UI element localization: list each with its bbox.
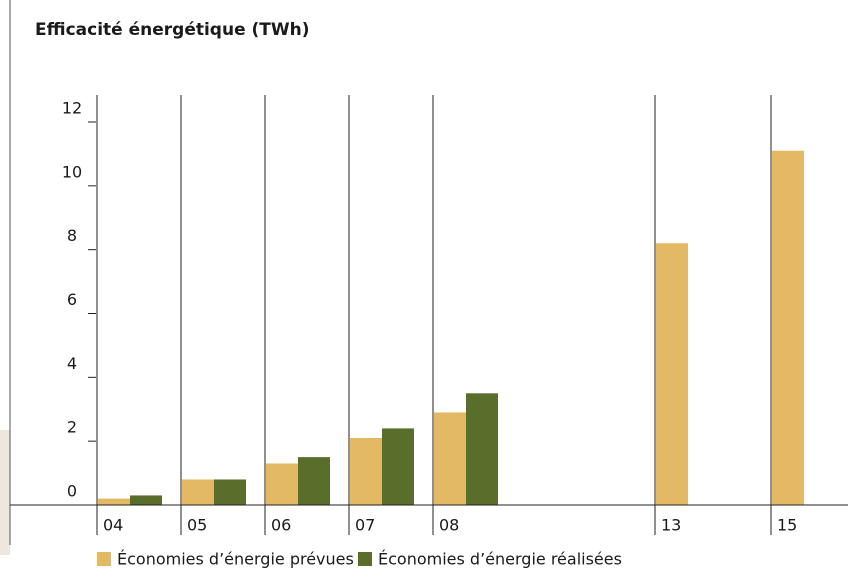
- bar: [772, 150, 804, 505]
- decoration: [0, 430, 10, 555]
- x-tick-label: 07: [355, 516, 375, 535]
- bar: [214, 479, 246, 505]
- bar: [382, 428, 414, 505]
- y-tick-label: 12: [62, 99, 82, 118]
- legend-label: Économies d’énergie prévues: [117, 550, 354, 569]
- x-tick-label: 05: [187, 516, 207, 535]
- x-tick-label: 06: [271, 516, 291, 535]
- bar: [130, 495, 162, 505]
- bar: [98, 498, 130, 505]
- x-tick-label: 15: [777, 516, 797, 535]
- y-tick-label: 8: [67, 226, 77, 245]
- y-tick-label: 10: [62, 162, 82, 181]
- bar: [350, 437, 382, 505]
- legend-swatch: [358, 552, 372, 566]
- bar: [656, 243, 688, 506]
- legend-swatch: [97, 552, 111, 566]
- y-tick-label: 4: [67, 354, 77, 373]
- bar: [434, 412, 466, 505]
- bar: [266, 463, 298, 505]
- y-tick-label: 0: [67, 482, 77, 501]
- y-tick-label: 6: [67, 290, 77, 309]
- y-tick-label: 2: [67, 418, 77, 437]
- x-tick-label: 13: [661, 516, 681, 535]
- bar: [466, 393, 498, 505]
- bar: [182, 479, 214, 505]
- chart-title: Efficacité énergétique (TWh): [35, 20, 310, 40]
- legend-label: Économies d’énergie réalisées: [378, 550, 622, 569]
- x-tick-label: 08: [439, 516, 459, 535]
- bar: [298, 457, 330, 505]
- x-tick-label: 04: [103, 516, 123, 535]
